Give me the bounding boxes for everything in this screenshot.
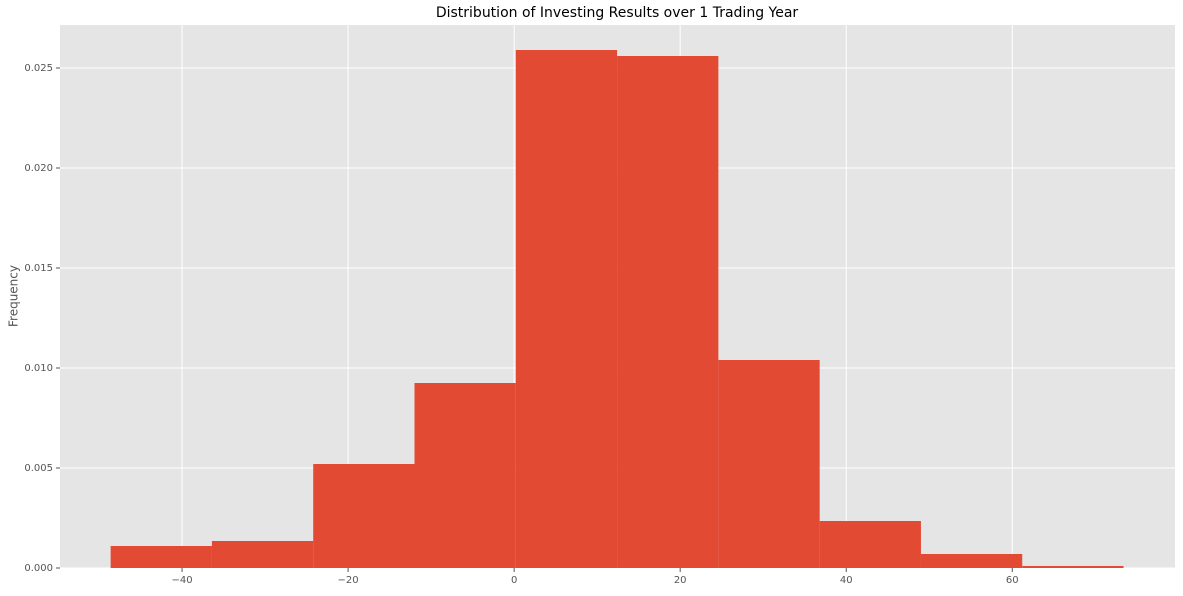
y-tick-label: 0.000: [24, 563, 53, 574]
x-tick-label: −40: [171, 575, 192, 586]
chart-title: Distribution of Investing Results over 1…: [436, 5, 799, 21]
bar: [414, 383, 516, 568]
bar: [515, 50, 618, 568]
x-tick-label: 20: [674, 575, 687, 586]
bar: [819, 521, 921, 568]
x-tick-label: 0: [511, 575, 517, 586]
bar: [313, 464, 415, 568]
bar: [718, 360, 820, 568]
y-tick-label: 0.025: [24, 63, 53, 74]
y-tick-label: 0.010: [24, 363, 53, 374]
bar: [1022, 566, 1124, 568]
y-axis-label: Frequency: [7, 265, 21, 327]
y-tick-label: 0.020: [24, 163, 53, 174]
bar: [110, 546, 212, 568]
bar: [920, 554, 1023, 568]
y-tick-label: 0.005: [24, 463, 53, 474]
x-tick-label: −20: [338, 575, 359, 586]
bars: [110, 50, 1124, 568]
x-tick-label: 60: [1006, 575, 1019, 586]
y-tick-label: 0.015: [24, 263, 53, 274]
bar: [617, 56, 719, 568]
bar: [211, 541, 314, 568]
x-tick-label: 40: [840, 575, 853, 586]
